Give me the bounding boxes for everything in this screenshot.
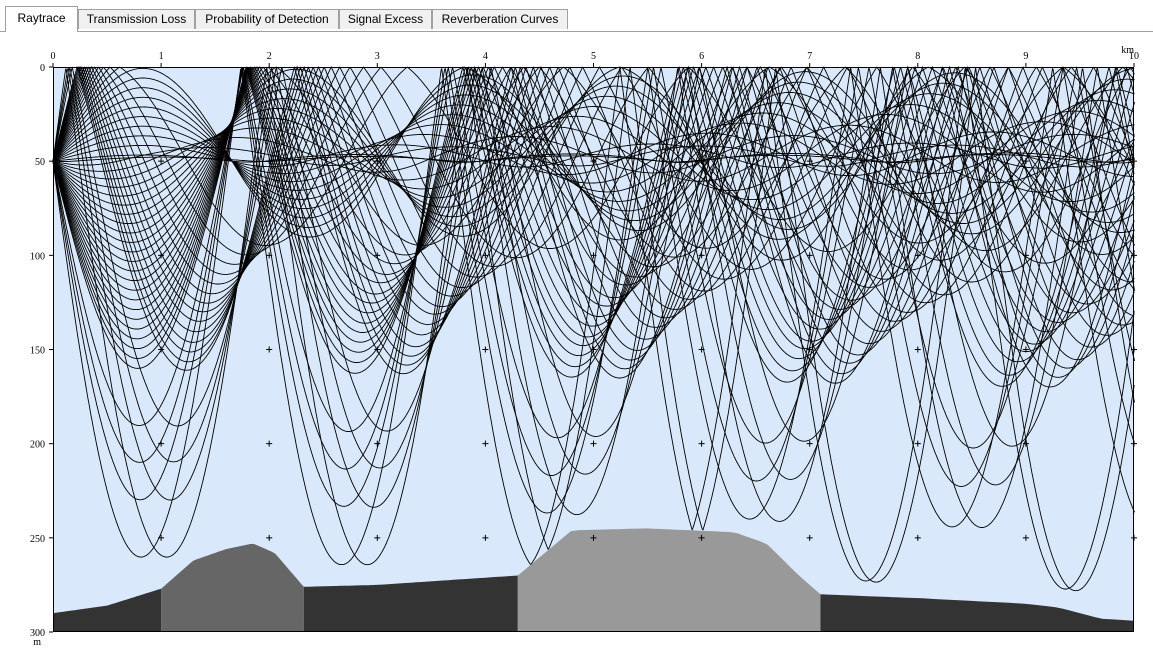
x-tick-label: 1 — [159, 51, 164, 62]
grid-plus-marker — [158, 158, 165, 165]
x-tick-label: 4 — [483, 51, 488, 62]
x-unit-label: km — [1121, 45, 1134, 56]
grid-plus-marker — [590, 534, 597, 541]
grid-plus-marker — [914, 440, 921, 447]
x-tick-label: 6 — [699, 51, 704, 62]
y-tick-label: 200 — [30, 440, 45, 451]
x-tick-label: 9 — [1023, 51, 1028, 62]
grid-plus-marker — [1022, 158, 1029, 165]
grid-plus-marker — [590, 440, 597, 447]
grid-plus-marker — [266, 534, 273, 541]
grid-plus-marker — [590, 346, 597, 353]
x-tick-label: 10 — [1129, 51, 1139, 62]
ray-path-25 — [52, 144, 1135, 168]
grid-plus-marker — [482, 252, 489, 259]
seabed-profile — [53, 528, 1134, 632]
y-tick-label: 50 — [35, 157, 45, 168]
ray-path-8 — [52, 65, 1135, 304]
grid-plus-marker — [806, 252, 813, 259]
grid-plus-marker — [374, 534, 381, 541]
grid-plus-marker — [590, 252, 597, 259]
grid-plus-marker — [698, 534, 705, 541]
ray-path-51 — [52, 67, 1135, 592]
grid-plus-marker — [482, 158, 489, 165]
grid-plus-marker — [806, 440, 813, 447]
grid-plus-marker — [698, 252, 705, 259]
plot-border — [53, 67, 1134, 632]
grid-plus-marker — [374, 252, 381, 259]
grid-plus-marker — [374, 158, 381, 165]
seabed-segment-dark — [303, 575, 518, 632]
grid-plus-marker — [1022, 346, 1029, 353]
seabed-segment-dark — [53, 588, 162, 632]
grid-plus-marker — [482, 534, 489, 541]
x-tick-label: 2 — [267, 51, 272, 62]
y-tick-label: 0 — [40, 63, 45, 74]
y-unit-label: m — [33, 637, 41, 648]
grid-plus-marker — [698, 346, 705, 353]
tab-probability-of-detection[interactable]: Probability of Detection — [195, 9, 339, 29]
grid-plus-marker — [158, 252, 165, 259]
x-tick-label: 0 — [51, 51, 56, 62]
x-tick-label: 8 — [915, 51, 920, 62]
grid-plus-marker — [482, 346, 489, 353]
y-tick-label: 100 — [30, 251, 45, 262]
grid-plus-marker — [1022, 252, 1029, 259]
grid-plus-marker — [698, 158, 705, 165]
x-tick-label: 5 — [591, 51, 596, 62]
grid-plus-marker — [914, 252, 921, 259]
grid-plus-marker — [914, 158, 921, 165]
grid-plus-marker — [914, 534, 921, 541]
ray-path-55 — [52, 67, 1135, 590]
grid-plus-marker — [374, 346, 381, 353]
x-tick-label: 7 — [807, 51, 812, 62]
tab-strip: Raytrace Transmission Loss Probability o… — [0, 0, 1153, 32]
grid-plus-marker — [266, 440, 273, 447]
tab-transmission-loss[interactable]: Transmission Loss — [78, 9, 195, 29]
ray-path-26 — [52, 133, 1135, 175]
raytrace-panel: 0 1 2 3 4 5 6 7 8 9 10 0 50 100 150 200 250 300 km m — [0, 32, 1153, 671]
seabed-segment-light — [517, 528, 821, 632]
grid-plus-marker — [698, 440, 705, 447]
y-tick-label: 150 — [30, 346, 45, 357]
grid-plus-marker — [806, 346, 813, 353]
tab-raytrace[interactable]: Raytrace — [5, 6, 78, 32]
y-tick-label: 250 — [30, 534, 45, 545]
grid-plus-marker — [266, 252, 273, 259]
ray-path-13 — [52, 66, 1135, 255]
ray-path-50 — [52, 67, 1135, 528]
seabed-segment-dark — [820, 594, 1134, 632]
grid-plus-marker — [1022, 534, 1029, 541]
grid-plus-marker — [806, 158, 813, 165]
tab-signal-excess[interactable]: Signal Excess — [339, 9, 432, 29]
ray-path-3 — [52, 65, 1135, 361]
x-tick-label: 3 — [375, 51, 380, 62]
grid-plus-marker — [806, 534, 813, 541]
grid-plus-marker — [1022, 440, 1029, 447]
grid-plus-marker — [914, 346, 921, 353]
ray-path-27 — [52, 124, 1135, 183]
tab-strip-border — [0, 31, 1153, 32]
tab-reverberation-curves[interactable]: Reverberation Curves — [432, 9, 568, 29]
y-tick-label: 300 — [30, 628, 45, 639]
grid-plus-marker — [158, 346, 165, 353]
grid-plus-marker — [266, 346, 273, 353]
seabed-segment-mid — [161, 543, 304, 632]
grid-plus-marker — [482, 440, 489, 447]
grid-plus-marker — [158, 440, 165, 447]
grid-plus-marker — [158, 534, 165, 541]
grid-markers — [158, 158, 1137, 541]
grid-plus-marker — [374, 440, 381, 447]
grid-plus-marker — [590, 158, 597, 165]
grid-plus-marker — [266, 158, 273, 165]
